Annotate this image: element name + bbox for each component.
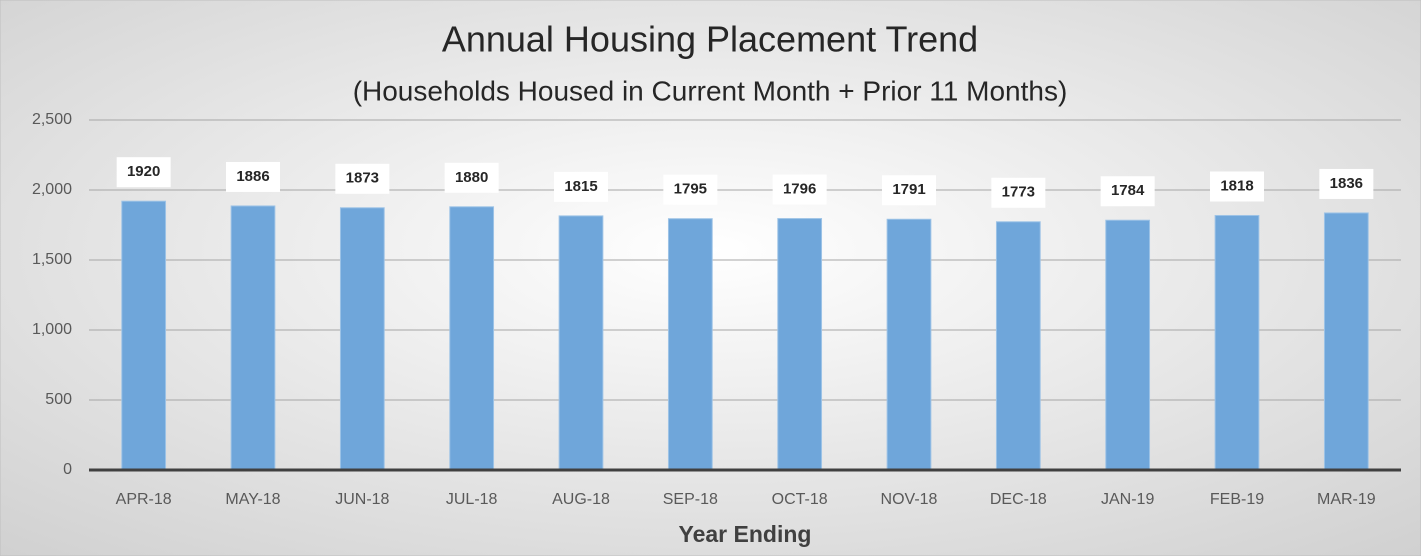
data-label-box — [991, 177, 1046, 208]
x-tick-label: MAY-18 — [225, 491, 280, 508]
data-label-box — [772, 174, 827, 205]
data-label: 1886 — [236, 168, 269, 185]
data-label: 1815 — [564, 178, 597, 195]
chart-title: Annual Housing Placement Trend — [442, 19, 978, 60]
bar — [667, 218, 713, 471]
bar — [449, 206, 495, 471]
data-label: 1791 — [892, 181, 925, 198]
x-tick-label: APR-18 — [116, 491, 172, 508]
x-tick-label: MAR-19 — [1317, 491, 1376, 508]
x-tick-label: JUL-18 — [446, 491, 498, 508]
y-tick-label: 2,500 — [32, 111, 72, 128]
data-label: 1920 — [127, 163, 160, 180]
data-label: 1784 — [1111, 182, 1145, 199]
bar — [777, 218, 823, 471]
y-tick-label: 0 — [63, 461, 72, 478]
bar — [558, 215, 604, 471]
x-tick-label: FEB-19 — [1210, 491, 1264, 508]
x-tick-label: JUN-18 — [335, 491, 389, 508]
bar — [121, 200, 167, 471]
bar — [339, 207, 385, 471]
data-label-box — [882, 175, 936, 206]
y-tick-label: 1,500 — [32, 251, 72, 268]
data-label-box — [335, 163, 390, 194]
data-label: 1795 — [674, 181, 707, 198]
y-tick-label: 500 — [45, 391, 72, 408]
bar — [1214, 214, 1260, 471]
x-tick-label: NOV-18 — [881, 491, 938, 508]
data-label-box — [554, 171, 608, 202]
data-label: 1773 — [1002, 184, 1035, 201]
data-label: 1836 — [1330, 175, 1363, 192]
data-label-box — [116, 157, 171, 188]
y-tick-label: 1,000 — [32, 321, 72, 338]
x-axis-title: Year Ending — [679, 521, 812, 547]
data-label-box — [444, 162, 499, 193]
data-label: 1818 — [1220, 177, 1253, 194]
chart-subtitle: (Households Housed in Current Month + Pr… — [353, 75, 1068, 106]
data-label-box — [1319, 168, 1374, 199]
bar — [1323, 212, 1369, 471]
data-label: 1873 — [346, 170, 379, 187]
y-tick-label: 2,000 — [32, 181, 72, 198]
bar — [995, 221, 1041, 471]
data-label: 1880 — [455, 169, 488, 186]
data-label-box — [663, 174, 718, 205]
x-tick-label: JAN-19 — [1101, 491, 1154, 508]
data-label: 1796 — [783, 181, 816, 198]
x-tick-label: DEC-18 — [990, 491, 1047, 508]
x-tick-label: SEP-18 — [663, 491, 718, 508]
bar — [230, 205, 276, 471]
bar — [1105, 219, 1151, 471]
x-tick-label: AUG-18 — [552, 491, 610, 508]
x-tick-label: OCT-18 — [772, 491, 828, 508]
bar — [886, 218, 932, 471]
data-label-box — [1100, 176, 1155, 207]
data-label-box — [226, 161, 280, 192]
data-label-box — [1210, 171, 1264, 202]
